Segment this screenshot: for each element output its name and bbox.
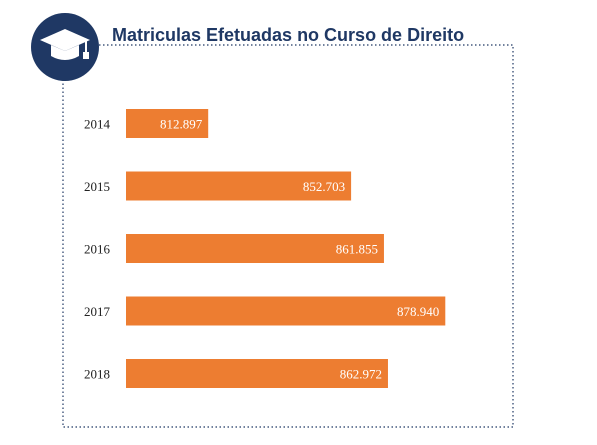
bar-value-label: 852.703 (303, 179, 345, 194)
graduation-cap-badge (31, 13, 99, 81)
bar-2016 (126, 234, 384, 263)
bar-2014 (126, 109, 209, 138)
bar-value-label: 878.940 (397, 304, 439, 319)
bar-value-label: 812.897 (160, 117, 203, 132)
category-label: 2017 (84, 304, 111, 319)
category-label: 2018 (84, 367, 110, 382)
bars-group: 2014 812.897 2015 852.703 2016 861.855 2017 878… (84, 109, 446, 388)
category-label: 2016 (84, 242, 111, 257)
bar-value-label: 861.855 (336, 242, 378, 257)
bar-2018 (126, 359, 388, 388)
category-label: 2015 (84, 179, 110, 194)
bar-2017 (126, 296, 446, 326)
chart-frame (62, 44, 514, 428)
bar-2015 (126, 171, 352, 201)
graduation-cap-icon (40, 29, 90, 60)
category-label: 2014 (84, 117, 111, 132)
chart-title: Matriculas Efetuadas no Curso de Direito (112, 25, 464, 45)
bar-value-label: 862.972 (340, 367, 382, 382)
